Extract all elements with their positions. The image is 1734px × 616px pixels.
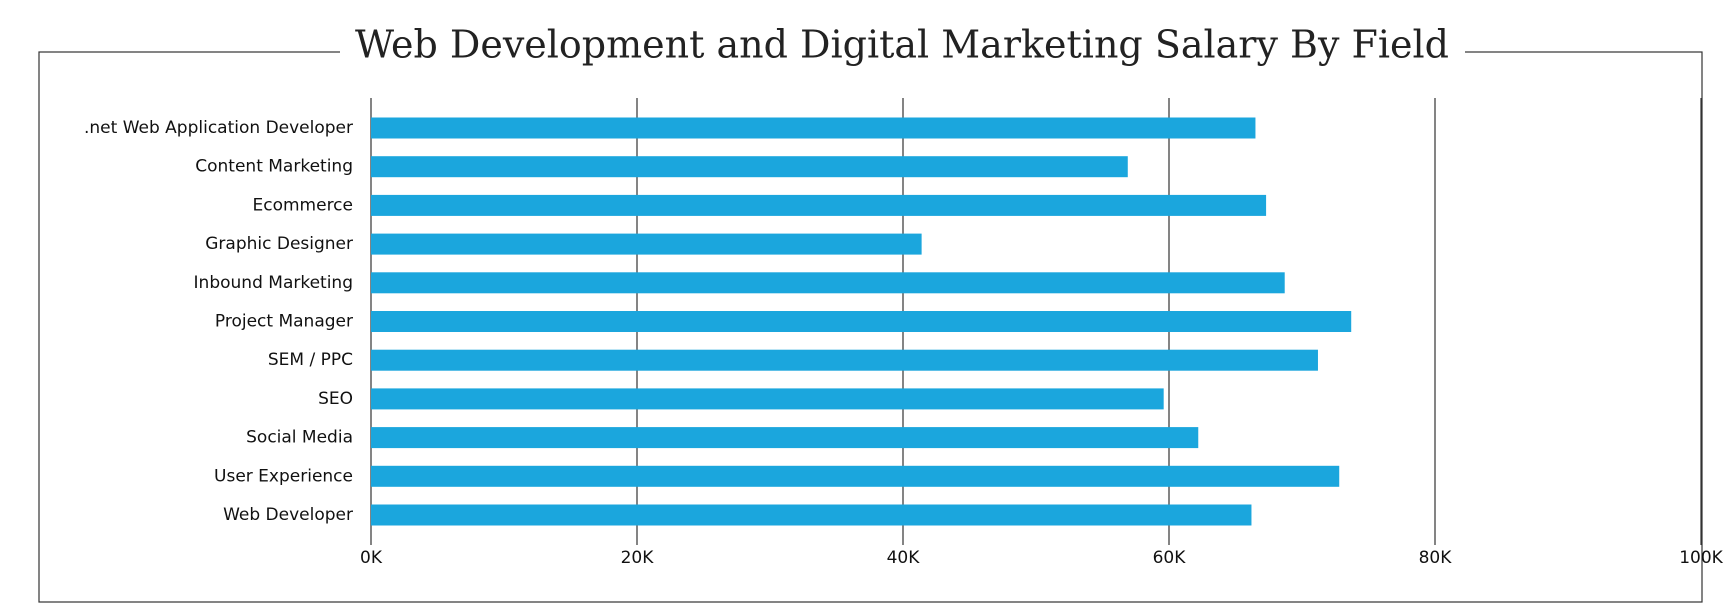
- chart-title: Web Development and Digital Marketing Sa…: [355, 23, 1449, 67]
- y-tick-label: Graphic Designer: [205, 234, 353, 254]
- x-tick-label: 0K: [360, 548, 383, 568]
- y-tick-label: SEM / PPC: [268, 350, 353, 370]
- x-tick-label: 80K: [1419, 548, 1453, 568]
- bar: [371, 233, 922, 255]
- bar: [371, 465, 1340, 487]
- x-tick-label: 20K: [621, 548, 655, 568]
- bar: [371, 388, 1164, 410]
- y-tick-label: .net Web Application Developer: [84, 118, 353, 138]
- y-tick-label: Web Developer: [223, 505, 353, 525]
- y-tick-label: User Experience: [214, 466, 353, 486]
- bar: [371, 117, 1256, 139]
- y-tick-label: Social Media: [246, 428, 353, 448]
- bar: [371, 272, 1285, 294]
- x-tick-label: 60K: [1153, 548, 1187, 568]
- x-tick-label: 100K: [1679, 548, 1723, 568]
- y-tick-label: Content Marketing: [195, 157, 353, 177]
- y-tick-label: Project Manager: [215, 312, 353, 332]
- y-tick-label: SEO: [318, 389, 353, 409]
- bar: [371, 156, 1128, 178]
- bar: [371, 194, 1267, 216]
- bar: [371, 427, 1199, 449]
- bar: [371, 504, 1252, 526]
- bar: [371, 349, 1318, 371]
- bar: [371, 311, 1352, 332]
- y-tick-label: Inbound Marketing: [194, 273, 353, 293]
- title-backdrop: [340, 20, 1465, 80]
- x-tick-label: 40K: [887, 548, 921, 568]
- y-tick-label: Ecommerce: [253, 195, 354, 215]
